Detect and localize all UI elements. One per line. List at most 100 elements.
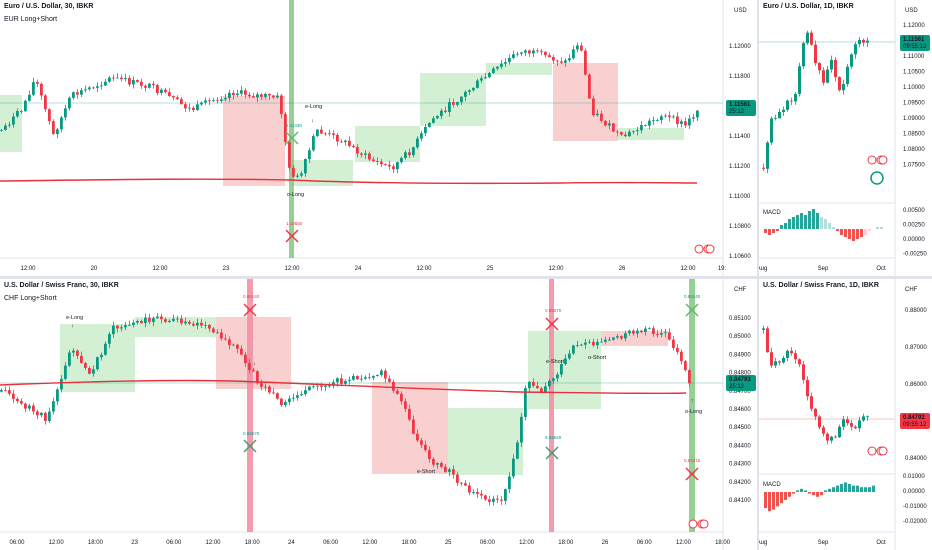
eur-30m-strategy-label[interactable]: EUR Long+Short — [4, 16, 58, 23]
eur1d-candle — [854, 44, 857, 55]
y-tick: 1.08500 — [903, 132, 925, 138]
eur30-candle — [560, 61, 563, 63]
eur30-flag-icon — [705, 244, 715, 254]
eur30-candle — [512, 54, 515, 59]
eur30-candle — [444, 110, 447, 113]
chf30-candle — [96, 357, 99, 370]
chf30-candle — [508, 476, 511, 490]
chf30-candle — [80, 355, 83, 364]
chf30-candle — [224, 338, 227, 340]
macd-bar — [844, 482, 847, 492]
macd-tick: 0.00500 — [903, 208, 925, 214]
eur30-candle — [24, 100, 27, 112]
eur30-candle — [688, 118, 691, 126]
trade-highlight-bar — [247, 279, 253, 532]
x-tick: 26 — [602, 540, 609, 546]
chf30-candle — [16, 398, 19, 402]
eur30-candle — [532, 50, 535, 54]
chf30-candle — [176, 318, 179, 320]
macd-bar — [856, 485, 859, 492]
chf30-candle — [144, 317, 147, 324]
eur30-candle — [684, 121, 687, 126]
chf30-candle — [348, 379, 351, 381]
eur30-candle — [552, 57, 555, 61]
eur30-candle — [308, 150, 311, 160]
chf1d-candle — [814, 408, 817, 417]
eur-30m-pane[interactable]: USD 1.11330 1.10550 e-Long o-Long ↓ 1.12000 1.1… — [0, 0, 758, 276]
chf30-candle — [316, 385, 319, 387]
chf30-candle — [652, 328, 655, 334]
eur1d-candle — [806, 32, 809, 44]
x-tick: 12:00 — [548, 266, 564, 272]
price-tag-price: 1.11561 — [903, 37, 925, 43]
eur30-candle — [516, 53, 519, 55]
eur-1d-chart[interactable]: USD1.120001.115001.110001.105001.100001.… — [759, 0, 932, 276]
y-tick: 1.10800 — [729, 224, 751, 230]
chf30-candle — [128, 324, 131, 326]
chf30-candle — [588, 341, 591, 343]
chf30-candle — [72, 350, 75, 353]
chf30-candle — [188, 321, 191, 324]
eur30-candle — [184, 104, 187, 109]
x-tick: 24 — [355, 266, 362, 272]
chf30-candle — [208, 324, 211, 329]
chf30-candle — [520, 416, 523, 443]
chf-1d-chart[interactable]: CHF0.880000.870000.860000.850000.840000.… — [759, 279, 932, 550]
chf-30m-chart[interactable]: CHF 0.85140 0.84670 0.85070 0.84640 0.85140 0.… — [0, 279, 758, 550]
chf30-candle — [516, 442, 519, 459]
chf30-candle — [392, 381, 395, 391]
chf30-candle — [220, 332, 223, 339]
chf1d-candle — [786, 350, 789, 358]
eur-30m-chart[interactable]: USD 1.11330 1.10550 e-Long o-Long ↓ 1.12000 1.1… — [0, 0, 758, 276]
eur30-candle — [232, 92, 235, 96]
flag-icon — [870, 171, 884, 185]
chf30-candle — [304, 390, 307, 395]
eur1d-candle — [846, 66, 849, 85]
chf-30m-strategy-label[interactable]: CHF Long+Short — [4, 295, 57, 302]
eur30-candle — [100, 85, 103, 87]
macd-bar — [820, 492, 823, 496]
x-tick: 20 — [91, 266, 98, 272]
chf30-candle — [152, 318, 155, 322]
chf30-candle — [272, 392, 275, 394]
macd-tick: 0.01000 — [903, 474, 925, 480]
chf30-candle — [44, 412, 47, 421]
chf-30m-pane[interactable]: CHF 0.85140 0.84670 0.85070 0.84640 0.85140 0.… — [0, 279, 758, 550]
short-zone — [223, 96, 285, 186]
vertical-divider[interactable] — [757, 0, 759, 550]
eur30-candle — [360, 153, 363, 155]
chf-1d-pane[interactable]: CHF0.880000.870000.860000.850000.840000.… — [759, 279, 932, 550]
chf30-candle — [4, 390, 7, 391]
chf30-candle — [172, 318, 175, 321]
x-tick: 06:00 — [323, 540, 339, 546]
eur30-candle — [676, 116, 679, 124]
trade-highlight-bar — [289, 0, 294, 258]
eur30-candle — [260, 94, 263, 97]
eur30-candle — [112, 77, 115, 79]
eur-1d-pane[interactable]: USD1.120001.115001.110001.105001.100001.… — [759, 0, 932, 276]
macd-bar — [836, 229, 839, 231]
eur30-candle — [456, 102, 459, 105]
macd-bar — [864, 487, 867, 492]
chf30-candle — [456, 474, 459, 483]
eur1d-candle — [822, 70, 825, 83]
eur1d-candle — [794, 93, 797, 102]
macd-tick: 0.00000 — [903, 489, 925, 495]
chf30-candle — [528, 381, 531, 389]
eur30-candle — [200, 102, 203, 105]
chf30-candle — [240, 348, 243, 355]
chf30-candle — [52, 401, 55, 412]
currency-label: USD — [905, 8, 918, 14]
eur30-candle — [64, 108, 67, 118]
y-tick: 0.84300 — [729, 462, 751, 468]
eur30-candle — [644, 125, 647, 126]
chf30-candle — [88, 368, 91, 374]
chf1d-candle — [838, 426, 841, 438]
chf30-candle — [560, 364, 563, 375]
eur30-candle — [492, 68, 495, 73]
macd-bar — [852, 229, 855, 241]
eur30-candle — [208, 100, 211, 102]
eur30-candle — [152, 83, 155, 85]
chf30-candle — [236, 344, 239, 349]
horizontal-divider[interactable] — [0, 276, 932, 279]
